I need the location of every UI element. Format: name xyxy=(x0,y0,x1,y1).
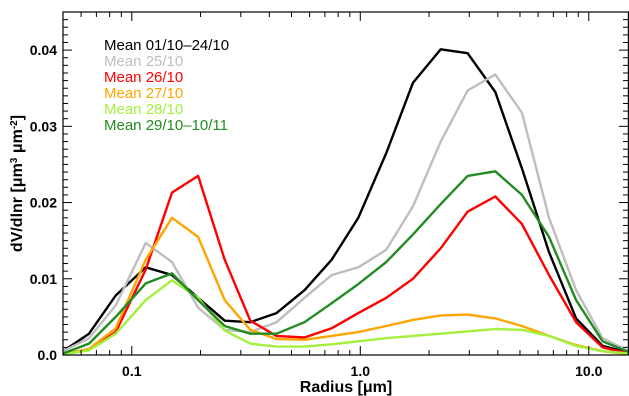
x-axis-label: Radius [μm] xyxy=(300,379,392,396)
x-axis: 0.1 1.0 10.0 xyxy=(62,12,603,379)
legend-entry-4: Mean 27/10 xyxy=(104,85,183,102)
y-tick-label: 0.04 xyxy=(30,42,57,58)
y-tick-label: 0.01 xyxy=(30,271,57,287)
y-axis-label: dV/dlnr [μm3 μm-2] xyxy=(9,115,27,252)
x-tick-label: 1.0 xyxy=(351,363,371,379)
x-tick-label: 10.0 xyxy=(575,363,602,379)
series-line-3 xyxy=(62,174,629,356)
y-tick-label: 0.03 xyxy=(30,118,57,134)
y-axis-label-end: ] xyxy=(9,115,26,120)
plot-frame xyxy=(62,11,629,356)
series-line-6 xyxy=(62,170,629,355)
series-layer xyxy=(62,48,629,356)
series-line-1 xyxy=(62,48,629,354)
legend-entry-1: Mean 01/10–24/10 xyxy=(104,37,229,54)
x-tick-label: 0.1 xyxy=(122,363,142,379)
y-axis-label-sup2: -2 xyxy=(9,120,20,129)
legend-entry-5: Mean 28/10 xyxy=(104,101,183,118)
y-axis: 0.0 0.01 0.02 0.03 0.04 xyxy=(30,11,628,363)
legend-entry-6: Mean 29/10–10/11 xyxy=(104,117,228,134)
legend-entry-3: Mean 26/10 xyxy=(104,69,183,86)
y-axis-label-sup1: 3 xyxy=(9,157,20,163)
series-line-4 xyxy=(62,216,629,356)
y-tick-label: 0.02 xyxy=(30,195,57,211)
series-line-2 xyxy=(62,73,629,353)
legend-entry-2: Mean 25/10 xyxy=(104,53,183,70)
series-line-5 xyxy=(62,279,629,356)
y-axis-label-mid: μm xyxy=(9,129,26,157)
y-tick-label: 0.0 xyxy=(38,347,58,363)
y-axis-label-main: dV/dlnr [μm xyxy=(9,163,26,252)
